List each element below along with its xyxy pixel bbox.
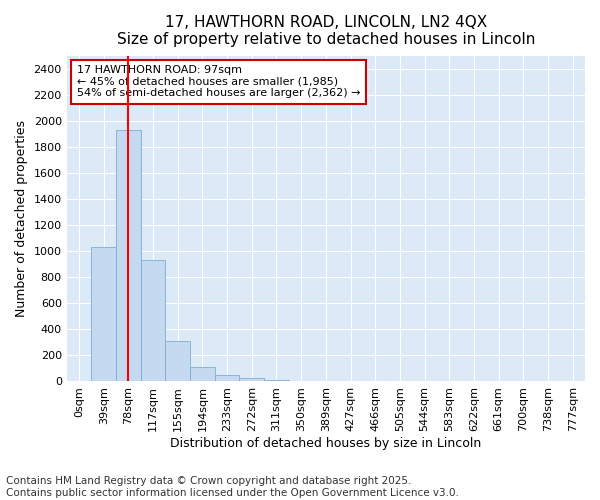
- Bar: [141, 260, 166, 382]
- Text: Contains HM Land Registry data © Crown copyright and database right 2025.
Contai: Contains HM Land Registry data © Crown c…: [6, 476, 459, 498]
- Bar: [166, 341, 190, 382]
- Title: 17, HAWTHORN ROAD, LINCOLN, LN2 4QX
Size of property relative to detached houses: 17, HAWTHORN ROAD, LINCOLN, LN2 4QX Size…: [116, 15, 535, 48]
- Bar: [190, 367, 215, 382]
- Bar: [215, 375, 239, 382]
- Text: 17 HAWTHORN ROAD: 97sqm
← 45% of detached houses are smaller (1,985)
54% of semi: 17 HAWTHORN ROAD: 97sqm ← 45% of detache…: [77, 66, 361, 98]
- X-axis label: Distribution of detached houses by size in Lincoln: Distribution of detached houses by size …: [170, 437, 481, 450]
- Bar: [264, 380, 289, 382]
- Bar: [91, 247, 116, 382]
- Y-axis label: Number of detached properties: Number of detached properties: [15, 120, 28, 317]
- Bar: [116, 130, 141, 382]
- Bar: [239, 378, 264, 382]
